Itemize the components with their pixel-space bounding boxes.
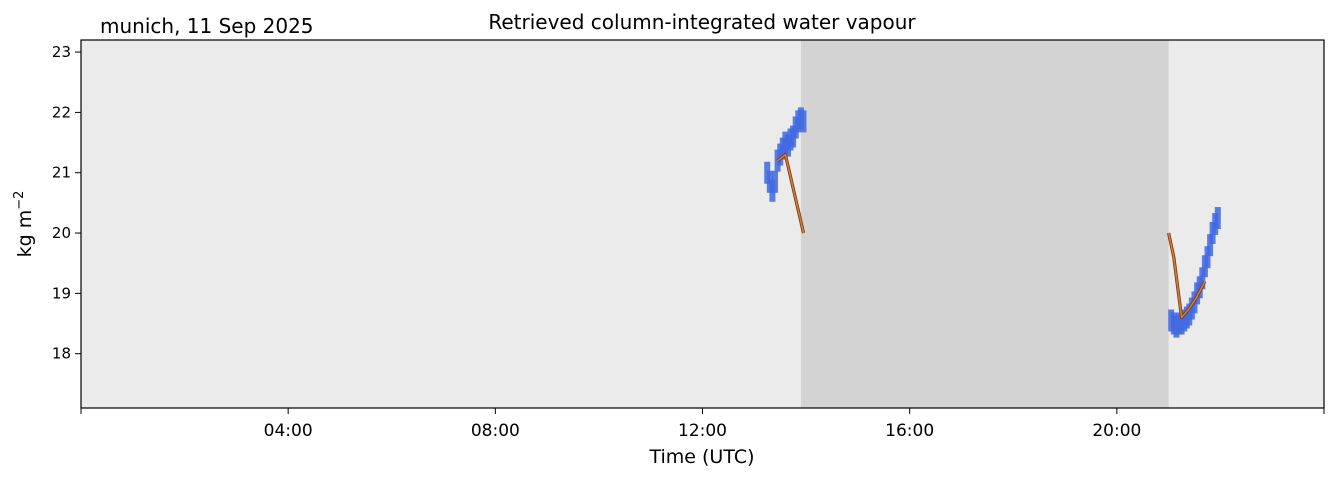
y-axis-label: kg m−2 <box>12 191 36 258</box>
y-tick-label: 22 <box>52 103 71 121</box>
series-line <box>777 153 805 234</box>
data-point <box>800 110 807 133</box>
y-tick-label: 19 <box>52 284 71 302</box>
x-tick-label: 20:00 <box>1092 421 1141 441</box>
data-point <box>1214 207 1221 229</box>
chart-title: Retrieved column-integrated water vapour <box>488 10 916 34</box>
series-line <box>1167 232 1206 319</box>
shaded-interval <box>800 40 1169 408</box>
x-tick-label: 12:00 <box>678 421 727 441</box>
y-axis-label-exponent: −2 <box>12 191 27 210</box>
y-tick-label: 23 <box>52 43 71 61</box>
data-point <box>1199 267 1206 290</box>
y-axis-label-base: kg m <box>14 210 36 258</box>
y-axis: 18 19 20 21 22 23 <box>52 43 81 363</box>
x-tick-label: 04:00 <box>264 421 313 441</box>
y-tick-label: 21 <box>52 164 71 182</box>
series-layer <box>764 107 1221 338</box>
x-tick-label: 08:00 <box>471 421 520 441</box>
data-point <box>772 170 778 193</box>
y-tick-label: 18 <box>52 345 71 363</box>
y-tick-label: 20 <box>52 224 71 242</box>
chart-subtitle: munich, 11 Sep 2025 <box>100 14 314 38</box>
x-axis-label: Time (UTC) <box>648 446 754 468</box>
data-point <box>1207 234 1214 257</box>
x-tick-label: 16:00 <box>885 421 934 441</box>
data-point <box>1204 246 1211 269</box>
x-axis: 04:00 08:00 12:00 16:00 20:00 <box>80 408 1325 441</box>
